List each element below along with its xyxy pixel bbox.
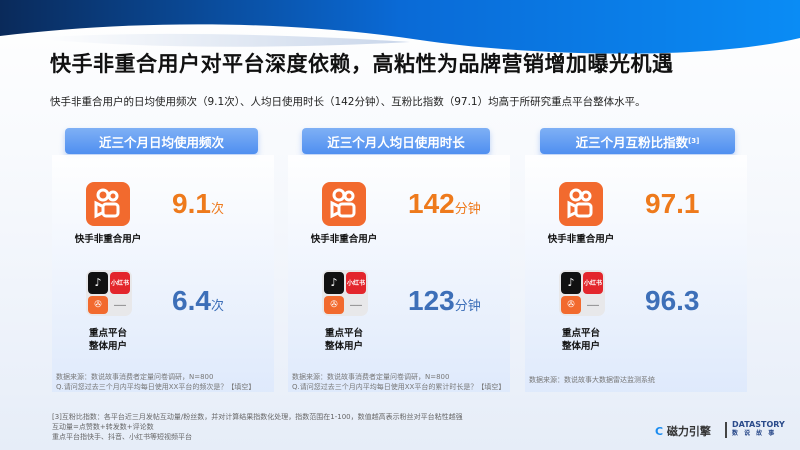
datastory-logo: DATASTORY 数 说 故 事 xyxy=(732,420,785,437)
kuaishou-value: 142分钟 xyxy=(408,188,481,219)
page-title: 快手非重合用户对平台深度依赖，高粘性为品牌营销增加曝光机遇 xyxy=(50,52,674,76)
logo-divider xyxy=(725,422,727,438)
kuaishou-icon xyxy=(86,182,130,226)
xiaohongshu-icon: 小红书 xyxy=(110,272,130,294)
kuaishou-icon xyxy=(559,182,603,226)
more-icon: …… xyxy=(350,301,362,309)
platform-users-label: 重点平台 整体用户 xyxy=(324,328,363,352)
data-source: 数据来源：数说故事大数据雷达监测系统 xyxy=(529,376,655,384)
douyin-icon: ♪ xyxy=(88,272,108,294)
platform-users-label: 重点平台 整体用户 xyxy=(561,328,600,352)
platforms-icon: ♪ 小红书 ✇ …… xyxy=(322,270,368,316)
platforms-icon: ♪ 小红书 ✇ …… xyxy=(86,270,132,316)
kuaishou-users-label: 快手非重合用户 xyxy=(547,234,615,245)
footnote: 重点平台指快手、抖音、小红书等短视频平台 xyxy=(52,433,192,441)
footnote: 互动量=点赞数+转发数+评论数 xyxy=(52,423,154,431)
panel-header: 近三个月日均使用频次 xyxy=(65,128,258,154)
kuaishou-small-icon: ✇ xyxy=(324,295,344,314)
footnotes: [3]互粉比指数：各平台近三月发帖互动量/粉丝数，并对计算结果指数化处理，指数范… xyxy=(52,412,463,442)
platforms-icon: ♪ 小红书 ✇ …… xyxy=(559,270,605,316)
footnote: [3]互粉比指数：各平台近三月发帖互动量/粉丝数，并对计算结果指数化处理，指数范… xyxy=(52,413,463,421)
more-icon: …… xyxy=(114,301,126,309)
cili-logo: C 磁力引擎 xyxy=(655,425,711,438)
data-source: 数据来源：数说故事消费者定量问卷调研，N=800 Q.请问您过去三个月内平均每日使… xyxy=(292,373,506,391)
panel-header: 近三个月人均日使用时长 xyxy=(302,128,490,154)
header-swoosh xyxy=(0,0,800,54)
xiaohongshu-icon: 小红书 xyxy=(346,272,366,294)
platform-value: 6.4次 xyxy=(172,285,224,316)
douyin-icon: ♪ xyxy=(324,272,344,294)
platform-value: 123分钟 xyxy=(408,285,481,316)
kuaishou-icon xyxy=(322,182,366,226)
platform-value: 96.3 xyxy=(645,285,700,316)
kuaishou-users-label: 快手非重合用户 xyxy=(310,234,378,245)
kuaishou-users-label: 快手非重合用户 xyxy=(74,234,142,245)
kuaishou-value: 97.1 xyxy=(645,188,700,219)
kuaishou-value: 9.1次 xyxy=(172,188,224,219)
platform-users-label: 重点平台 整体用户 xyxy=(88,328,127,352)
kuaishou-small-icon: ✇ xyxy=(561,295,581,314)
more-icon: …… xyxy=(587,301,599,309)
data-source: 数据来源：数说故事消费者定量问卷调研，N=800 Q.请问您过去三个月内平均每日使… xyxy=(56,373,256,391)
xiaohongshu-icon: 小红书 xyxy=(583,272,603,294)
douyin-icon: ♪ xyxy=(561,272,581,294)
panel-header: 近三个月互粉比指数 [3] xyxy=(540,128,735,154)
page-subtitle: 快手非重合用户的日均使用频次（9.1次）、人均日使用时长（142分钟）、互粉比指… xyxy=(50,96,646,108)
kuaishou-small-icon: ✇ xyxy=(88,295,108,314)
